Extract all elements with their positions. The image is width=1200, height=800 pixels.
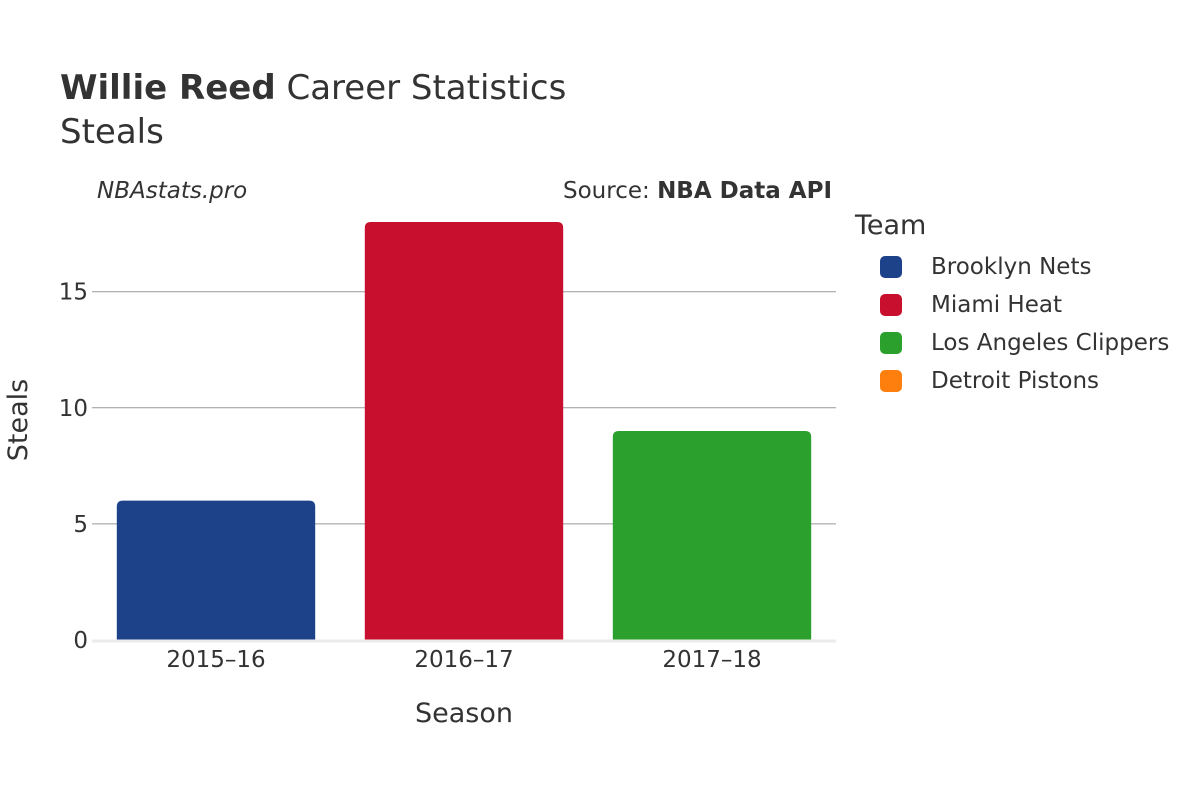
x-tick-label: 2016–17	[414, 647, 513, 673]
legend-item[interactable]: Detroit Pistons	[880, 368, 1099, 394]
legend-label: Miami Heat	[931, 292, 1062, 318]
legend-swatch	[880, 294, 902, 316]
bar-2015–16[interactable]	[116, 500, 316, 640]
legend-label: Detroit Pistons	[931, 368, 1100, 394]
legend-label: Brooklyn Nets	[931, 254, 1092, 280]
chart-subtitle: Steals	[60, 112, 164, 152]
bars	[116, 222, 812, 640]
source-credit: Source: NBA Data API	[563, 178, 832, 204]
source-name: NBA Data API	[657, 178, 832, 204]
legend-item[interactable]: Brooklyn Nets	[880, 254, 1091, 280]
chart-title: Willie Reed Career Statistics	[60, 68, 566, 108]
y-tick-label: 15	[59, 280, 88, 306]
x-tick-label: 2015–16	[166, 647, 265, 673]
source-prefix: Source:	[563, 178, 658, 204]
site-credit: NBAstats.pro	[97, 178, 248, 204]
legend-title: Team	[855, 210, 927, 241]
y-tick-label: 10	[59, 396, 88, 422]
player-name: Willie Reed	[60, 68, 276, 108]
y-axis-title: Steals	[3, 379, 34, 461]
legend-swatch	[880, 332, 902, 354]
bar-2016–17[interactable]	[364, 222, 564, 640]
bar-2017–18[interactable]	[612, 431, 812, 640]
x-tick-label: 2017–18	[662, 647, 761, 673]
axes: 0 5 10 15 2015–16 2016–17 2017–18	[59, 280, 836, 673]
y-tick-label: 0	[73, 628, 88, 654]
legend-swatch	[880, 370, 902, 392]
x-axis-title: Season	[415, 698, 513, 729]
legend-item[interactable]: Los Angeles Clippers	[880, 330, 1169, 356]
legend-label: Los Angeles Clippers	[931, 330, 1170, 356]
legend-item[interactable]: Miami Heat	[880, 292, 1062, 318]
y-tick-label: 5	[73, 512, 88, 538]
title-rest: Career Statistics	[286, 68, 567, 108]
legend-swatch	[880, 256, 902, 278]
